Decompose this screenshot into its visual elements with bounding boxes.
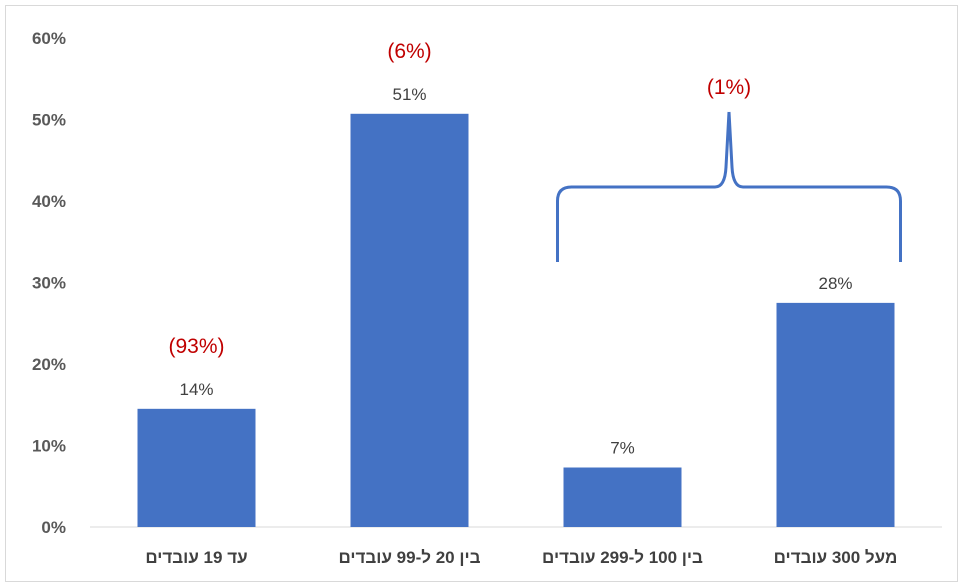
bar	[350, 113, 469, 528]
data-label: 7%	[610, 439, 635, 458]
data-labels: 14% 51% 7% 28%	[179, 85, 852, 458]
data-label: 14%	[179, 380, 213, 399]
y-tick-label: 0%	[41, 518, 66, 537]
data-label: 51%	[392, 85, 426, 104]
annotation-label: (1%)	[707, 76, 751, 99]
x-axis: עד 19 עובדים בין 20 ל-99 עובדים בין 100 ל-…	[145, 548, 897, 567]
y-axis: 0% 10% 20% 30% 40% 50% 60%	[32, 29, 66, 537]
y-tick-label: 30%	[32, 274, 66, 293]
data-label: 28%	[818, 274, 852, 293]
brace-shape	[556, 111, 902, 262]
y-tick-label: 50%	[32, 111, 66, 130]
y-tick-label: 20%	[32, 355, 66, 374]
annotation-label: (6%)	[387, 40, 431, 63]
annotation-label: (93%)	[168, 335, 224, 358]
x-tick-label: בין 100 ל-299 עובדים	[542, 548, 703, 567]
x-tick-label: בין 20 ל-99 עובדים	[339, 548, 481, 567]
y-tick-label: 10%	[32, 437, 66, 456]
bar	[137, 408, 256, 527]
y-tick-label: 40%	[32, 192, 66, 211]
x-tick-label: עד 19 עובדים	[145, 548, 247, 567]
annotations: (93%) (6%) (1%)	[168, 40, 902, 358]
bar	[563, 467, 682, 527]
bar	[776, 302, 895, 527]
x-tick-label: מעל 300 עובדים	[774, 548, 898, 567]
bars	[137, 113, 895, 528]
y-tick-label: 60%	[32, 29, 66, 48]
